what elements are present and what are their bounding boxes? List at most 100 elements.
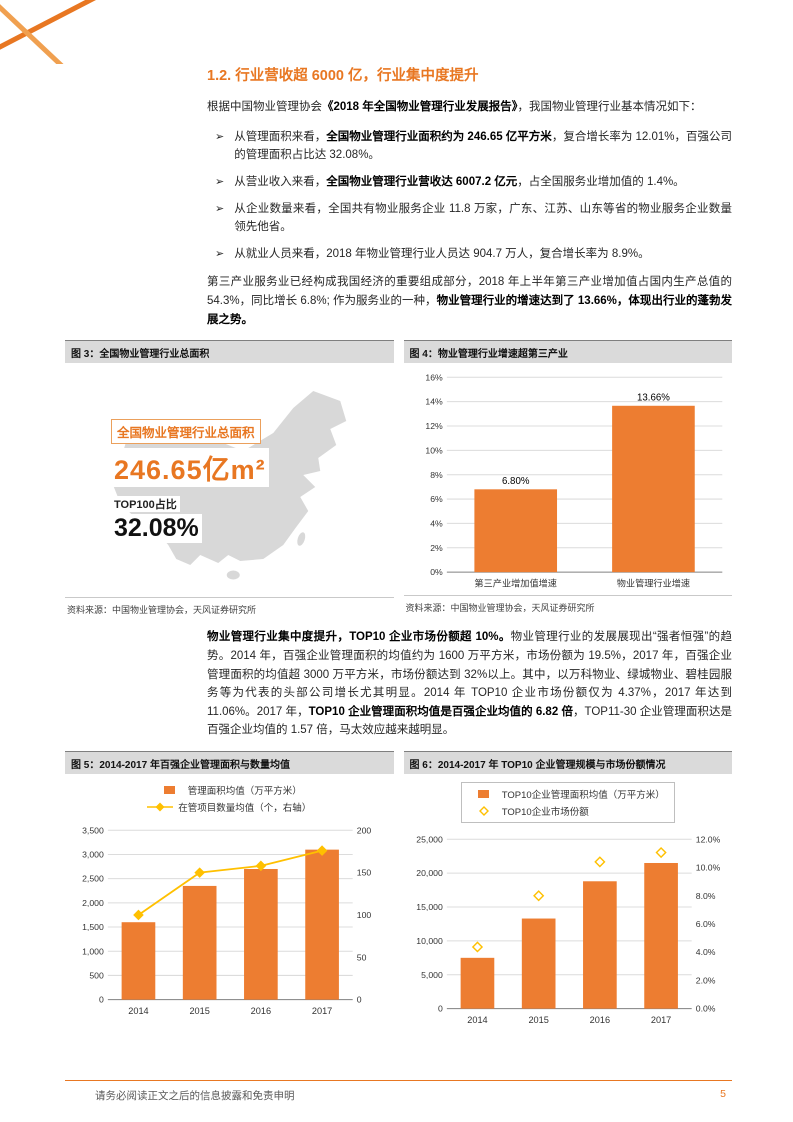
bullet-text: 从管理面积来看，全国物业管理行业面积约为 246.65 亿平方米，复合增长率为 …: [234, 130, 733, 162]
figure-6-title: 图 6：2014-2017 年 TOP10 企业管理规模与市场份额情况: [403, 751, 732, 774]
concentration-paragraph: 物业管理行业集中度提升，TOP10 企业市场份额超 10%。物业管理行业的发展展…: [207, 631, 732, 737]
legend-item: TOP10企业管理面积均值（万平方米）: [471, 787, 665, 801]
svg-text:6.80%: 6.80%: [501, 476, 529, 487]
top100-combo-chart: 0 500 1,000 1,500 2,000 2,500 3,000 3,500 0 50 100…: [65, 816, 394, 1020]
tertiary-industry-paragraph: 第三产业服务业已经构成我国经济的重要组成部分，2018 年上半年第三产业增加值占…: [207, 276, 732, 326]
figure-3-source: 资料来源：中国物业管理协会，天风证券研究所: [65, 597, 394, 616]
figure-4-title: 图 4：物业管理行业增速超第三产业: [403, 340, 732, 364]
intro-paragraph: 根据中国物业管理协会《2018 年全国物业管理行业发展报告》，我国物业管理行业基…: [207, 101, 702, 113]
figure-5-title: 图 5：2014-2017 年百强企业管理面积与数量均值: [65, 751, 394, 774]
svg-text:4.0%: 4.0%: [695, 947, 715, 957]
svg-text:2,500: 2,500: [82, 874, 104, 884]
bullet-arrow-icon: ➢: [215, 247, 225, 260]
svg-text:1,500: 1,500: [82, 922, 104, 932]
figure-3: 图 3：全国物业管理行业总面积 全国物业管理行业总面积 246.65亿m² TO…: [65, 340, 394, 616]
figure-3-title: 图 3：全国物业管理行业总面积: [65, 340, 394, 364]
bullet-text: 从企业数量来看，全国共有物业服务企业 11.8 万家，广东、江苏、山东等省的物业…: [234, 202, 732, 234]
svg-text:12%: 12%: [425, 421, 443, 431]
svg-text:25,000: 25,000: [416, 834, 443, 844]
svg-text:13.66%: 13.66%: [637, 393, 670, 404]
top100-share-value: 32.08%: [111, 514, 202, 544]
map-overlay-title: 全国物业管理行业总面积: [111, 419, 261, 445]
svg-text:100: 100: [357, 910, 372, 920]
china-map-panel: 全国物业管理行业总面积 246.65亿m² TOP100占比 32.08%: [65, 363, 394, 595]
figures-row-2: 图 5：2014-2017 年百强企业管理面积与数量均值 管理面积均值（万平方米…: [65, 751, 732, 1029]
figure-5-chart-panel: 管理面积均值（万平方米） 在管项目数量均值（个，右轴） 0 500 1,000 1,50…: [65, 774, 394, 1020]
legend-label: 在管项目数量均值（个，右轴）: [178, 803, 312, 814]
svg-text:4%: 4%: [430, 519, 443, 529]
legend-item: 在管项目数量均值（个，右轴）: [147, 800, 311, 814]
figure-4-chart-panel: 0% 2% 4% 6% 8% 10% 12% 14% 16% 第三产业增加值增速 物业管理行业增速 6…: [404, 363, 733, 593]
svg-text:10,000: 10,000: [416, 936, 443, 946]
figure-6-legend-wrap: TOP10企业管理面积均值（万平方米） TOP10企业市场份额: [404, 774, 733, 825]
figure-5-legend: 管理面积均值（万平方米） 在管项目数量均值（个，右轴）: [65, 774, 394, 816]
bullet-list: ➢ 从管理面积来看，全国物业管理行业面积约为 246.65 亿平方米，复合增长率为…: [207, 128, 732, 264]
svg-text:150: 150: [357, 868, 372, 878]
figures-row-1: 图 3：全国物业管理行业总面积 全国物业管理行业总面积 246.65亿m² TO…: [65, 340, 732, 616]
footer-disclaimer: 请务必阅读正文之后的信息披露和免责申明: [95, 1090, 295, 1102]
svg-text:0%: 0%: [430, 567, 443, 577]
growth-bar-chart: 0% 2% 4% 6% 8% 10% 12% 14% 16% 第三产业增加值增速 物业管理行业增速 6…: [404, 363, 733, 593]
svg-text:20,000: 20,000: [416, 868, 443, 878]
svg-text:3,000: 3,000: [82, 850, 104, 860]
top10-combo-chart: 0 5,000 10,000 15,000 20,000 25,000 0.0% 2.0% 4.…: [404, 825, 733, 1029]
bullet-text: 从就业人员来看，2018 年物业管理行业人员达 904.7 万人，复合增长率为 …: [234, 247, 650, 260]
svg-text:2014: 2014: [467, 1015, 487, 1025]
total-area-value: 246.65亿m²: [111, 448, 269, 488]
svg-text:2,000: 2,000: [82, 898, 104, 908]
svg-text:2014: 2014: [128, 1006, 148, 1016]
svg-text:200: 200: [357, 825, 372, 835]
svg-text:2.0%: 2.0%: [695, 975, 715, 985]
svg-text:2016: 2016: [589, 1015, 609, 1025]
page-footer: 请务必阅读正文之后的信息披露和免责申明 5: [65, 1080, 732, 1103]
legend-label: TOP10企业市场份额: [501, 807, 589, 818]
svg-text:15,000: 15,000: [416, 902, 443, 912]
bullet-arrow-icon: ➢: [215, 175, 225, 188]
svg-text:2017: 2017: [312, 1006, 332, 1016]
bullet-item: ➢ 从就业人员来看，2018 年物业管理行业人员达 904.7 万人，复合增长率为…: [207, 245, 732, 264]
bullet-arrow-icon: ➢: [215, 202, 225, 215]
svg-text:8.0%: 8.0%: [695, 891, 715, 901]
svg-text:2015: 2015: [528, 1015, 548, 1025]
legend-item: TOP10企业市场份额: [471, 804, 589, 818]
figure-4: 图 4：物业管理行业增速超第三产业 0% 2% 4% 6% 8% 10% 12% 14% 16%…: [403, 340, 733, 614]
figure-4-source: 资料来源：中国物业管理协会，天风证券研究所: [403, 594, 732, 614]
svg-text:2017: 2017: [650, 1015, 670, 1025]
map-overlay: 全国物业管理行业总面积 246.65亿m² TOP100占比 32.08%: [111, 419, 269, 544]
figure-5: 图 5：2014-2017 年百强企业管理面积与数量均值 管理面积均值（万平方米…: [65, 751, 394, 1020]
body-text-block-2: 物业管理行业集中度提升，TOP10 企业市场份额超 10%。物业管理行业的发展展…: [207, 628, 732, 740]
svg-text:50: 50: [357, 952, 367, 962]
svg-text:12.0%: 12.0%: [695, 834, 720, 844]
svg-text:16%: 16%: [425, 373, 443, 383]
svg-text:10%: 10%: [425, 446, 443, 456]
legend-label: TOP10企业管理面积均值（万平方米）: [501, 790, 665, 801]
svg-text:0: 0: [357, 995, 362, 1005]
svg-text:6%: 6%: [430, 494, 443, 504]
page-number: 5: [720, 1088, 726, 1100]
svg-text:6.0%: 6.0%: [695, 919, 715, 929]
bullet-arrow-icon: ➢: [215, 130, 225, 143]
bullet-item: ➢ 从管理面积来看，全国物业管理行业面积约为 246.65 亿平方米，复合增长率为…: [207, 128, 732, 165]
section-title: 1.2. 行业营收超 6000 亿，行业集中度提升: [207, 68, 479, 84]
legend-item: 管理面积均值（万平方米）: [157, 783, 302, 797]
svg-text:500: 500: [89, 970, 104, 980]
svg-text:8%: 8%: [430, 470, 443, 480]
svg-text:0: 0: [437, 1004, 442, 1014]
svg-text:5,000: 5,000: [421, 970, 443, 980]
svg-text:2%: 2%: [430, 543, 443, 553]
bullet-item: ➢ 从营业收入来看，全国物业管理行业营收达 6007.2 亿元，占全国服务业增加值…: [207, 173, 732, 192]
svg-text:10.0%: 10.0%: [695, 863, 720, 873]
figure-6-chart-panel: TOP10企业管理面积均值（万平方米） TOP10企业市场份额 0 5,000 10,…: [404, 774, 733, 1029]
svg-text:0: 0: [99, 995, 104, 1005]
svg-text:0.0%: 0.0%: [695, 1004, 715, 1014]
svg-text:1,000: 1,000: [82, 946, 104, 956]
svg-text:物业管理行业增速: 物业管理行业增速: [616, 578, 689, 589]
figure-6: 图 6：2014-2017 年 TOP10 企业管理规模与市场份额情况 TOP1…: [403, 751, 733, 1029]
svg-text:2015: 2015: [189, 1006, 209, 1016]
body-text-block-1: 1.2. 行业营收超 6000 亿，行业集中度提升 根据中国物业管理协会《201…: [207, 0, 732, 329]
corner-decoration: [0, 0, 96, 64]
bullet-text: 从营业收入来看，全国物业管理行业营收达 6007.2 亿元，占全国服务业增加值的…: [234, 175, 685, 188]
svg-text:2016: 2016: [251, 1006, 271, 1016]
svg-text:第三产业增加值增速: 第三产业增加值增速: [474, 578, 557, 589]
svg-text:3,500: 3,500: [82, 825, 104, 835]
